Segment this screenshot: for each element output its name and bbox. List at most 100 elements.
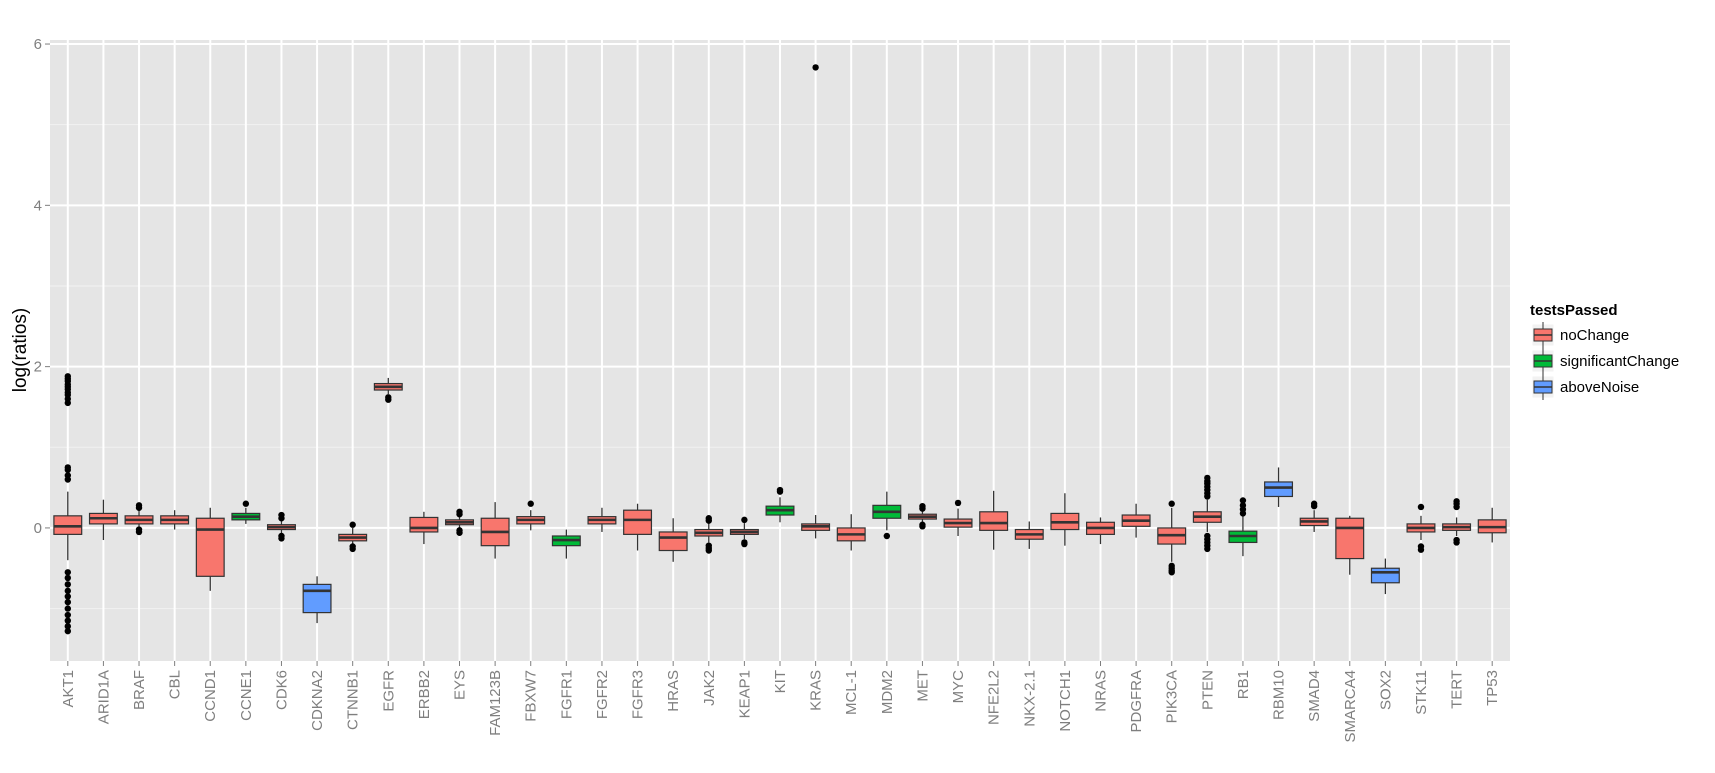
box-TP53 (1477, 507, 1507, 543)
x-tick-label: NOTCH1 (1057, 670, 1074, 732)
outlier-point (527, 500, 534, 507)
box-SMAD4 (1299, 500, 1329, 532)
box-CDK6 (266, 511, 296, 542)
x-tick-label: PIK3CA (1164, 670, 1181, 723)
outlier-point (64, 569, 72, 576)
box-CBL (160, 510, 190, 530)
x-tick-label: FGFR2 (594, 670, 611, 719)
box-body (1264, 481, 1294, 498)
outlier-point (1453, 503, 1460, 511)
box-EGFR (373, 377, 403, 403)
outlier-point (1417, 503, 1425, 511)
box-FGFR2 (587, 507, 617, 532)
outlier-point (64, 587, 72, 595)
outlier-point (1168, 569, 1175, 576)
box-PDGFRA (1121, 503, 1151, 538)
outlier-point (64, 399, 72, 407)
legend-item-aboveNoise: aboveNoise (1531, 374, 1639, 400)
y-tick-label: 6 (34, 36, 42, 53)
outlier-point (64, 581, 72, 588)
box-TERT (1442, 498, 1472, 546)
legend-item-significantChange: significantChange (1531, 348, 1679, 374)
box-body (302, 583, 332, 614)
box-HRAS (658, 518, 688, 562)
x-tick-label: FGFR1 (558, 670, 575, 719)
x-tick-label: SMAD4 (1306, 670, 1323, 722)
y-axis: 0 2 4 6 (34, 36, 50, 537)
legend-label: aboveNoise (1560, 379, 1639, 396)
x-tick-label: FGFR3 (630, 670, 647, 719)
x-axis: AKT1 ARID1A BRAF CBL CCND1 CCNE1 CDK6 CDKNA2 CTN… (60, 661, 1501, 743)
box-ARID1A (88, 499, 118, 541)
outlier-point (278, 535, 285, 542)
x-tick-label: CCNE1 (238, 670, 255, 721)
y-tick-label: 2 (34, 359, 42, 376)
x-tick-label: BRAF (131, 670, 148, 710)
box-MET (907, 502, 937, 530)
box-KEAP1 (729, 516, 759, 548)
box-FGFR3 (623, 503, 653, 551)
outlier-point (705, 517, 712, 524)
outlier-point (919, 523, 926, 530)
x-tick-label: MYC (950, 670, 967, 704)
x-tick-label: ERBB2 (416, 670, 433, 719)
x-tick-label: STK11 (1413, 670, 1430, 715)
box-SOX2 (1370, 558, 1400, 595)
x-tick-label: CDK6 (273, 670, 290, 710)
outlier-point (385, 396, 392, 403)
box-SMARCA4 (1335, 515, 1365, 575)
outlier-point (64, 611, 72, 619)
x-tick-label: KRAS (808, 670, 825, 711)
outlier-point (883, 532, 891, 540)
box-RB1 (1228, 497, 1258, 557)
box-CCNE1 (231, 500, 261, 524)
box-MYC (943, 499, 973, 536)
x-tick-label: JAK2 (701, 670, 718, 706)
box-FAM123B (480, 502, 510, 559)
outlier-point (64, 623, 72, 630)
x-tick-label: SOX2 (1377, 670, 1394, 710)
x-tick-label: CBL (167, 670, 184, 699)
legend-label: noChange (1560, 327, 1629, 344)
box-body (623, 509, 653, 535)
x-tick-label: TP53 (1484, 670, 1501, 706)
box-CTNNB1 (338, 521, 368, 553)
box-body (409, 516, 439, 533)
x-tick-label: NKX-2.1 (1021, 670, 1038, 727)
box-RBM10 (1264, 467, 1294, 507)
outlier-point (1239, 497, 1247, 504)
outlier-point (1204, 545, 1211, 553)
box-body (979, 511, 1009, 531)
outlier-point (64, 617, 72, 624)
box-JAK2 (694, 515, 724, 554)
outlier-point (64, 598, 72, 606)
box-AKT1 (53, 373, 83, 635)
outlier-point (1453, 539, 1460, 546)
outlier-point (64, 593, 72, 600)
box-body (1335, 517, 1365, 560)
box-NFE2L2 (979, 490, 1009, 550)
grid (50, 40, 1510, 661)
x-tick-label: FAM123B (487, 670, 504, 736)
box-CDKNA2 (302, 576, 332, 624)
box-STK11 (1406, 503, 1436, 553)
box-MCL-1 (836, 514, 866, 551)
x-tick-label: KIT (772, 670, 789, 693)
outlier-point (135, 528, 143, 536)
outlier-point (349, 545, 356, 553)
box-EYS (445, 508, 474, 536)
outlier-point (741, 540, 748, 548)
y-tick-label: 0 (34, 520, 42, 537)
box-FBXW7 (516, 500, 546, 531)
outlier-point (705, 547, 712, 554)
x-tick-label: TERT (1449, 670, 1466, 709)
x-tick-label: CDKNA2 (309, 670, 326, 731)
legend: testsPassed noChange significantChange abo… (1530, 302, 1679, 400)
box-KRAS (801, 64, 831, 539)
outlier-point (64, 466, 72, 474)
box-KIT (765, 486, 795, 523)
outlier-point (741, 516, 748, 524)
x-tick-label: HRAS (665, 670, 682, 712)
x-tick-label: EGFR (380, 670, 397, 712)
outlier-point (919, 505, 926, 512)
